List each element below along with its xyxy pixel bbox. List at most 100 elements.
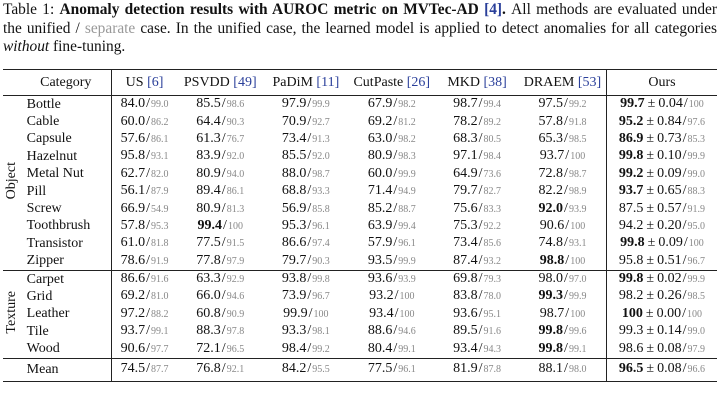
unified-value: 72.1 — [196, 340, 221, 356]
unified-value: 69.2 — [120, 288, 146, 304]
value-cell: 60.8/90.9 — [177, 306, 263, 323]
divider: / — [478, 305, 483, 321]
divider: / — [393, 148, 398, 164]
unified-value: 99.4 — [197, 217, 223, 233]
value-cell: 97.2/88.2 — [111, 306, 177, 323]
unified-value: 81.9 — [453, 361, 478, 377]
unified-value: 99.8 — [620, 235, 645, 251]
method-ref: [11] — [316, 74, 340, 90]
value-cell: 93.7 ±0.65/88.3 — [606, 183, 717, 200]
divider: / — [308, 305, 313, 321]
separate-value: 76.7 — [226, 133, 245, 145]
divider: / — [393, 271, 398, 287]
separate-value: 99.1 — [398, 343, 416, 355]
divider: / — [393, 235, 398, 251]
value-cell: 82.2/98.9 — [519, 182, 607, 201]
unified-value: 89.4 — [196, 183, 221, 199]
unified-value: 93.4 — [453, 340, 478, 356]
divider: / — [478, 200, 483, 216]
divider: / — [393, 323, 398, 339]
separate-value: 91.9 — [150, 255, 169, 267]
divider: / — [393, 200, 398, 216]
separate-value: 93.2 — [483, 255, 502, 267]
value-cell: 93.4/94.3 — [435, 340, 519, 358]
separate-value: 88.2 — [150, 308, 169, 320]
separate-value: 96.7 — [312, 291, 330, 303]
value-cell: 63.3/92.9 — [177, 270, 263, 288]
value-cell: 88.3/97.8 — [177, 323, 263, 340]
value-cell: 88.6/94.6 — [348, 323, 435, 340]
unified-value: 79.7 — [281, 252, 307, 268]
unified-value: 99.2 — [618, 165, 644, 181]
plus-minus: ± — [646, 252, 655, 268]
method-header: Ours — [606, 70, 717, 96]
value-cell: 99.3/99.9 — [519, 288, 607, 306]
divider: / — [146, 340, 150, 356]
value-cell: 99.2 ±0.09/99.0 — [606, 166, 717, 183]
value-cell: 99.8/99.6 — [519, 323, 607, 341]
plus-minus: ± — [646, 113, 655, 129]
std-value: 0.02 — [657, 271, 682, 287]
separate-value: 98.2 — [398, 133, 416, 145]
unified-value: 90.6 — [539, 217, 565, 233]
unified-value: 98.7 — [539, 305, 565, 321]
group-label: Texture — [3, 270, 21, 358]
separate-value: 97.9 — [687, 343, 706, 355]
divider: / — [221, 165, 226, 181]
unified-value: 87.4 — [453, 252, 478, 268]
category-cell: Leather — [20, 305, 112, 324]
value-cell: 80.9/98.3 — [348, 148, 435, 165]
separate-value: 79.3 — [483, 274, 502, 286]
value-cell: 86.9 ±0.73/85.3 — [606, 131, 717, 148]
unified-value: 66.0 — [196, 288, 221, 304]
unified-value: 72.8 — [538, 165, 564, 181]
divider: / — [682, 252, 687, 268]
separate-value: 97.6 — [687, 116, 706, 128]
unified-value: 64.4 — [196, 113, 221, 129]
value-cell: 72.1/96.5 — [177, 340, 263, 358]
value-cell: 94.2 ±0.20/95.0 — [606, 218, 717, 235]
category-cell: Zipper — [20, 252, 112, 271]
value-cell: 93.4/100 — [348, 306, 435, 323]
divider: / — [146, 165, 150, 181]
divider: / — [146, 200, 150, 216]
value-cell: 89.4/86.1 — [177, 183, 263, 200]
value-cell: 66.9/54.9 — [111, 200, 177, 217]
results-table: Category US [6] PSVDD [49] PaDiM [11] CutPas… — [3, 69, 717, 382]
separate-value: 97.9 — [226, 255, 245, 267]
separate-value: 54.9 — [150, 203, 169, 215]
separate-value: 92.2 — [483, 220, 502, 232]
method-header: DRAEM [53] — [519, 69, 607, 96]
unified-value: 95.8 — [618, 252, 644, 268]
divider: / — [221, 271, 226, 287]
caption-part: fine-tuning. — [49, 38, 126, 55]
divider: / — [221, 148, 226, 164]
unified-value: 74.8 — [538, 235, 564, 251]
value-cell: 77.5/91.5 — [177, 235, 263, 252]
separate-value: 99.2 — [568, 99, 587, 111]
divider: / — [564, 288, 568, 304]
value-cell: 61.3/76.7 — [177, 131, 263, 148]
caption: Table 1: Anomaly detection results with … — [0, 0, 720, 69]
data-row: Leather 97.2/88.2 60.8/90.9 99.9/100 93.4/10… — [3, 305, 717, 324]
separate-value: 100 — [570, 151, 586, 163]
value-cell: 97.9/99.9 — [263, 96, 348, 114]
value-cell: 77.5/96.1 — [348, 358, 435, 381]
separate-value: 98.4 — [483, 151, 502, 163]
data-row: Capsule 57.6/86.1 61.3/76.7 73.4/91.3 63.0/9… — [3, 130, 717, 149]
separate-value: 99.0 — [687, 168, 706, 180]
header-row: Category US [6] PSVDD [49] PaDiM [11] CutPas… — [3, 69, 717, 96]
value-cell: 99.8 ±0.10/99.9 — [606, 148, 717, 165]
divider: / — [393, 217, 398, 233]
value-cell: 62.7/82.0 — [111, 166, 177, 183]
value-cell: 64.9/73.6 — [435, 166, 519, 183]
value-cell: 69.2/81.2 — [348, 113, 435, 130]
unified-value: 84.2 — [281, 361, 307, 377]
unified-value: 99.8 — [538, 340, 564, 356]
divider: / — [478, 148, 483, 164]
data-row: Zipper 78.6/91.9 77.8/97.9 79.7/90.3 93.5/99… — [3, 252, 717, 271]
value-cell: 78.6/91.9 — [111, 253, 177, 271]
value-cell: 73.4/91.3 — [263, 131, 348, 148]
value-cell: 85.2/88.7 — [348, 200, 435, 217]
